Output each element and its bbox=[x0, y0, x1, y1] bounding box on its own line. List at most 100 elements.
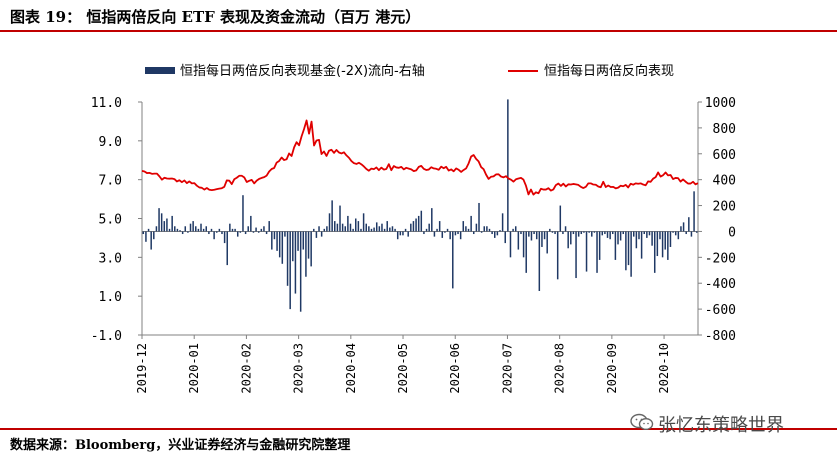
flow-bar bbox=[171, 215, 173, 232]
flow-bar bbox=[417, 215, 420, 232]
flow-bar bbox=[643, 231, 645, 235]
etf-chart: 恒指每日两倍反向表现基金(-2X)流向-右轴 恒指每日两倍反向表现 11.0 9.… bbox=[91, 63, 736, 394]
flow-bar bbox=[200, 223, 202, 232]
flow-bar bbox=[520, 231, 522, 235]
flow-bar bbox=[145, 231, 147, 242]
flow-bar bbox=[470, 215, 472, 232]
right-tick-label: 800 bbox=[713, 122, 736, 137]
flow-bar bbox=[622, 231, 624, 235]
flow-bar bbox=[674, 231, 677, 236]
flow-bar bbox=[234, 228, 236, 232]
flow-bar bbox=[239, 231, 242, 233]
flow-bar bbox=[375, 222, 378, 232]
flow-bar bbox=[315, 231, 318, 238]
flow-bar bbox=[289, 231, 291, 310]
performance-line-group bbox=[141, 119, 699, 196]
flow-bar bbox=[685, 231, 687, 235]
flow-bar bbox=[386, 221, 388, 232]
wechat-icon bbox=[630, 413, 654, 431]
flow-bar bbox=[415, 218, 417, 232]
flow-bar bbox=[399, 231, 402, 236]
flow-bar bbox=[247, 226, 249, 232]
right-tick-label: -800 bbox=[705, 329, 736, 344]
flow-bar bbox=[514, 226, 517, 232]
flow-bar bbox=[320, 231, 323, 237]
legend-bar-label: 恒指每日两倍反向表现基金(-2X)流向-右轴 bbox=[180, 63, 425, 79]
flow-bar bbox=[407, 231, 409, 237]
flow-bar bbox=[669, 231, 672, 247]
flow-bar bbox=[549, 228, 551, 232]
right-tick-label: 400 bbox=[713, 174, 736, 189]
flow-bar bbox=[630, 231, 632, 277]
flow-bar bbox=[394, 228, 396, 232]
flow-bar bbox=[242, 195, 244, 232]
flow-bar bbox=[155, 226, 158, 232]
flow-bar bbox=[396, 231, 399, 240]
flow-bar bbox=[546, 231, 548, 254]
flow-bar bbox=[210, 228, 213, 232]
flow-bar bbox=[323, 228, 326, 232]
x-tick-label: 2020-05 bbox=[396, 343, 410, 394]
flow-bar bbox=[168, 228, 171, 232]
flow-bar bbox=[244, 231, 247, 235]
flow-bar bbox=[690, 231, 693, 237]
flow-bar bbox=[606, 231, 609, 238]
flow-bar bbox=[572, 231, 575, 235]
right-axis-ticks: 1000 800 600 400 200 0 -200 -400 -600 -800 bbox=[698, 96, 736, 344]
flow-bar bbox=[299, 231, 302, 312]
flow-bar bbox=[625, 231, 627, 271]
flow-bar bbox=[452, 231, 454, 289]
flow-bar bbox=[457, 231, 459, 235]
flow-bar bbox=[389, 227, 391, 232]
flow-bar bbox=[680, 226, 682, 232]
flow-bar bbox=[192, 221, 194, 232]
flow-bar bbox=[554, 231, 556, 235]
flow-bar bbox=[383, 228, 386, 232]
flow-bar bbox=[465, 226, 467, 232]
flow-bar bbox=[533, 231, 535, 235]
flow-bar bbox=[556, 231, 559, 280]
axes bbox=[141, 102, 699, 336]
flow-bar bbox=[370, 228, 373, 232]
flow-bar bbox=[538, 231, 541, 291]
flow-bar bbox=[449, 231, 451, 240]
flow-bar bbox=[336, 223, 339, 232]
flow-bar bbox=[221, 231, 223, 235]
flow-bar bbox=[381, 223, 383, 232]
flow-bar bbox=[265, 231, 268, 235]
right-tick-label: 200 bbox=[713, 200, 736, 215]
flow-bar bbox=[160, 213, 163, 232]
flow-bar bbox=[153, 231, 155, 240]
flow-bar bbox=[318, 226, 320, 232]
legend: 恒指每日两倍反向表现基金(-2X)流向-右轴 恒指每日两倍反向表现 bbox=[145, 63, 674, 79]
flow-bar bbox=[281, 231, 284, 264]
flow-bar bbox=[431, 208, 433, 232]
x-tick-label: 2020-06 bbox=[448, 343, 462, 394]
flow-bar bbox=[195, 226, 197, 232]
flow-bar bbox=[667, 231, 669, 260]
flow-bar bbox=[627, 231, 630, 266]
flow-bar bbox=[609, 231, 611, 240]
left-tick-label: 1.0 bbox=[99, 290, 122, 305]
flow-bar bbox=[436, 228, 438, 232]
flow-bar bbox=[425, 228, 428, 232]
flow-bar bbox=[197, 228, 200, 232]
flow-bar bbox=[355, 218, 357, 232]
flow-bar bbox=[507, 99, 509, 232]
flow-bar bbox=[617, 231, 619, 245]
flow-bar bbox=[202, 228, 205, 232]
flow-bar bbox=[612, 231, 614, 235]
flow-bar bbox=[591, 231, 593, 237]
left-tick-label: 11.0 bbox=[91, 96, 122, 111]
x-tick-label: 2020-09 bbox=[605, 343, 619, 394]
flow-bar bbox=[297, 231, 299, 251]
flow-bar bbox=[648, 231, 651, 236]
flow-bar bbox=[454, 231, 457, 236]
flow-bar bbox=[467, 228, 470, 232]
flow-bar bbox=[158, 208, 160, 232]
flow-bar bbox=[420, 210, 423, 232]
right-tick-label: -600 bbox=[705, 303, 736, 318]
flow-bar bbox=[593, 231, 596, 233]
flow-bar bbox=[543, 231, 546, 240]
x-tick-label: 2020-08 bbox=[553, 343, 567, 394]
